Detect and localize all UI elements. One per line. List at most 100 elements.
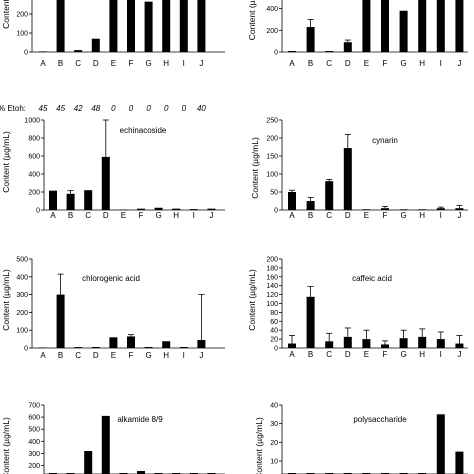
x-category-label: I [440, 211, 442, 220]
bar-E [362, 209, 371, 210]
x-category-label: D [93, 351, 99, 360]
bar-I [189, 209, 198, 210]
x-category-label: B [58, 59, 63, 68]
bar-C [74, 50, 83, 52]
x-category-label: A [289, 59, 295, 68]
x-category-label: G [145, 351, 151, 360]
ethanol-value: 0 [146, 104, 151, 113]
x-category-label: F [383, 350, 388, 359]
bar-C [325, 341, 334, 348]
bar-G [399, 10, 408, 52]
y-tick-label: 1000 [24, 118, 40, 125]
x-category-label: A [40, 351, 46, 360]
bar-D [101, 156, 110, 210]
y-tick-label: 250 [266, 118, 278, 125]
x-category-label: B [308, 211, 313, 220]
bar-G [144, 347, 153, 348]
x-category-label: A [289, 350, 295, 359]
x-category-label: E [364, 59, 369, 68]
x-category-label: H [163, 59, 169, 68]
y-tick-label: 20 [270, 440, 278, 447]
bar-B [56, 0, 65, 52]
bar-B [306, 27, 315, 52]
y-tick-label: 200 [16, 310, 28, 317]
x-category-label: E [111, 59, 116, 68]
x-category-label: J [457, 350, 461, 359]
x-category-label: B [308, 350, 313, 359]
bar-E [109, 0, 118, 52]
bar-H [162, 0, 171, 52]
chart-title: chlorogenic acid [82, 274, 140, 283]
x-category-label: F [129, 351, 134, 360]
ethanol-value: 0 [164, 104, 169, 113]
x-category-label: I [193, 211, 195, 220]
y-tick-label: 0 [36, 208, 40, 215]
y-tick-label: 60 [270, 319, 278, 326]
ethanol-value: 48 [91, 104, 100, 113]
x-category-label: A [50, 211, 56, 220]
x-category-label: C [85, 211, 91, 220]
bar-I [179, 347, 188, 348]
x-category-label: G [400, 350, 406, 359]
bar-B [66, 193, 75, 210]
bar-I [436, 0, 445, 52]
bar-C [74, 347, 83, 348]
bar-B [306, 201, 315, 210]
bar-C [325, 181, 334, 210]
y-tick-label: 30 [270, 421, 278, 428]
bar-H [418, 209, 427, 210]
y-tick-label: 200 [266, 28, 278, 35]
bar-F [127, 0, 135, 52]
bar-A [39, 347, 47, 348]
x-category-label: E [364, 211, 369, 220]
y-tick-label: 150 [266, 154, 278, 161]
x-category-label: H [163, 351, 169, 360]
y-axis-label: Content (µg/mL) [1, 269, 11, 331]
x-category-label: J [199, 59, 203, 68]
y-tick-label: 100 [16, 328, 28, 335]
bar-H [418, 0, 427, 52]
x-category-label: C [75, 59, 81, 68]
bar-A [288, 192, 296, 210]
y-tick-label: 0 [24, 50, 28, 57]
x-category-label: E [121, 211, 126, 220]
bar-A [288, 343, 296, 348]
y-tick-label: 400 [28, 439, 40, 446]
chart-panel-1: 0 100 200 A B C D E F G H I J Content [1, 0, 225, 68]
y-tick-label: 200 [28, 190, 40, 197]
chart-panel-7: 200 300 400 500 600 700 alkamide 8/9 Content (µ… [1, 403, 225, 474]
x-category-label: I [183, 59, 185, 68]
y-tick-label: 300 [16, 292, 28, 299]
y-tick-label: 200 [266, 257, 278, 264]
x-category-label: B [308, 59, 313, 68]
ethanol-value: 45 [39, 104, 48, 113]
ethanol-value: 0 [129, 104, 134, 113]
bar-H [162, 341, 171, 348]
y-axis-label: Content (µg/mL) [247, 269, 257, 331]
x-category-label: J [457, 59, 461, 68]
bar-B [306, 296, 315, 348]
chart-title: echinacoside [120, 126, 167, 135]
y-tick-label: 120 [266, 292, 278, 299]
x-category-label: B [68, 211, 73, 220]
chart-title: polysaccharide [353, 415, 407, 424]
bar-D [343, 42, 352, 52]
x-category-label: G [145, 59, 151, 68]
x-category-label: F [139, 211, 144, 220]
y-tick-label: 200 [266, 136, 278, 143]
bar-A [288, 51, 296, 52]
ethanol-value: 42 [74, 104, 83, 113]
x-category-label: A [40, 59, 46, 68]
x-category-label: I [440, 59, 442, 68]
bar-D [343, 336, 352, 348]
bar-H [172, 208, 181, 210]
y-tick-label: 400 [16, 274, 28, 281]
x-category-label: E [111, 351, 116, 360]
bar-A [39, 51, 47, 52]
x-category-label: G [400, 211, 406, 220]
y-tick-label: 50 [270, 190, 278, 197]
y-tick-label: 200 [28, 463, 40, 470]
